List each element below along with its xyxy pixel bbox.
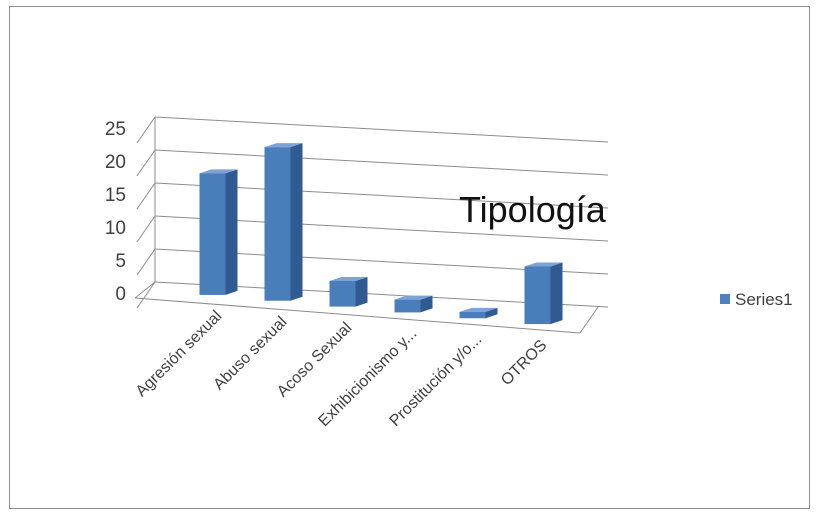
gridline-side — [136, 215, 156, 243]
y-tick-label: 10 — [105, 218, 126, 239]
bars — [199, 143, 563, 325]
chart-frame — [9, 6, 810, 509]
bar — [394, 295, 433, 313]
bar-top — [459, 307, 498, 312]
gridline-side — [136, 182, 156, 210]
y-tick-label: 15 — [105, 185, 126, 206]
bar-front — [459, 311, 486, 319]
bar-side — [420, 295, 433, 313]
bar — [199, 169, 238, 295]
bar — [459, 307, 498, 319]
floor-left-edge — [134, 281, 156, 299]
y-tick-label: 5 — [115, 251, 126, 272]
legend-label: Series1 — [735, 290, 793, 309]
gridline — [154, 116, 609, 143]
x-tick-label: Agresión sexual — [133, 308, 226, 401]
legend-swatch — [720, 294, 730, 304]
bar-top — [524, 262, 563, 267]
bar-front — [199, 173, 226, 295]
x-tick-label: Acoso Sexual — [274, 319, 355, 400]
bar-top — [264, 143, 303, 148]
bar — [524, 262, 563, 325]
bar-side — [550, 262, 563, 325]
bar-top — [329, 276, 368, 281]
bar-front — [394, 299, 421, 313]
bar-side — [485, 307, 498, 319]
gridline-side — [136, 149, 156, 177]
bar-top — [199, 169, 238, 174]
bar-front — [524, 266, 551, 325]
y-tick-label: 20 — [105, 152, 126, 173]
gridline — [154, 149, 609, 176]
gridline-side — [136, 248, 156, 276]
bar-front — [264, 147, 291, 301]
y-axis-ticks: 0 5 10 15 20 25 — [105, 119, 126, 305]
floor-right-edge — [579, 306, 599, 334]
y-tick-label: 0 — [115, 284, 126, 305]
bar-top — [394, 295, 433, 300]
bar — [264, 143, 303, 301]
bar — [329, 276, 368, 307]
gridline-side — [136, 281, 156, 309]
bar-side — [290, 143, 303, 301]
y-tick-label: 25 — [105, 119, 126, 140]
x-tick-label: Abuso sexual — [210, 314, 290, 394]
bar-side — [225, 169, 238, 295]
bar-front — [329, 280, 356, 307]
chart-title: Tipología — [459, 189, 607, 230]
floor-front-edge — [134, 297, 581, 334]
x-tick-label: OTROS — [498, 337, 550, 389]
bar-side — [355, 276, 368, 307]
gridline-side — [136, 116, 156, 144]
